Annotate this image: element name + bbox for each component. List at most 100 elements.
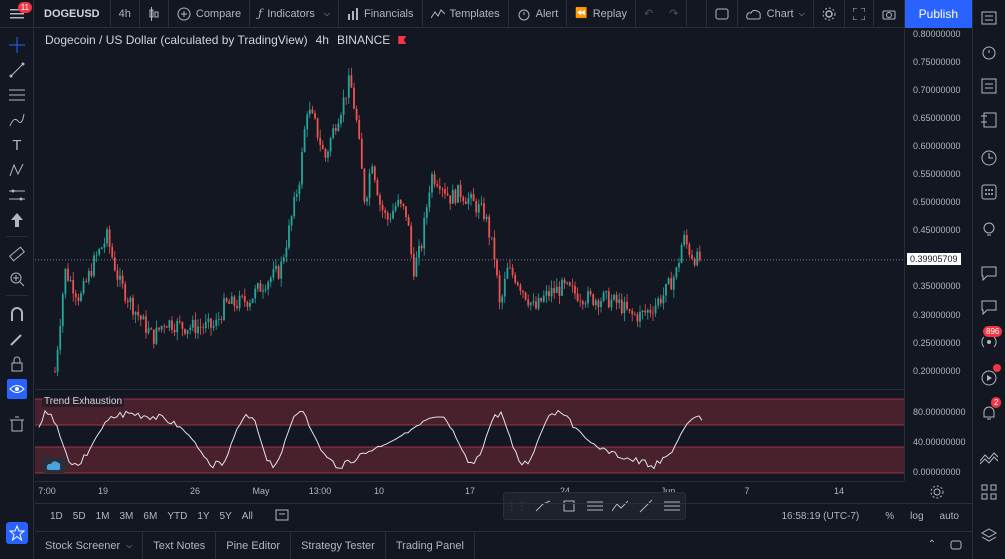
range-button-1y[interactable]: 1Y [197, 511, 210, 522]
symbol-search-button[interactable]: DOGEUSD [34, 0, 111, 28]
pane-divider[interactable] [35, 389, 904, 390]
fib-tool[interactable] [7, 85, 27, 105]
percent-toggle[interactable]: % [885, 511, 895, 522]
candle [230, 292, 233, 305]
path-icon [612, 500, 629, 512]
templates-label: Templates [449, 7, 500, 20]
candle [74, 289, 77, 306]
screener-button[interactable] [979, 448, 999, 468]
data-window-button[interactable] [979, 76, 999, 96]
collapse-panel-button[interactable]: ⌃ [927, 538, 936, 550]
price-tick-label: 0.20000000 [913, 365, 961, 376]
alert-button[interactable]: Alert [509, 0, 568, 28]
redo-button[interactable]: ↷ [661, 0, 688, 28]
notifications-button[interactable]: 2 [979, 397, 1002, 423]
tab-text-notes[interactable]: Text Notes [143, 531, 217, 559]
hide-drawings-tool[interactable] [7, 379, 27, 399]
public-chat-button[interactable]: 896 [979, 326, 1003, 352]
undo-button[interactable]: ↶ [636, 0, 661, 28]
settings-button[interactable] [814, 0, 845, 28]
ideas-button[interactable] [979, 220, 999, 240]
replay-button[interactable]: ⏪ Replay [567, 0, 636, 28]
cloud-sync-button[interactable] [42, 457, 66, 473]
snapshot-button[interactable] [874, 0, 905, 28]
live-stream-button[interactable] [979, 364, 1001, 388]
candle [303, 125, 306, 153]
range-button-ytd[interactable]: YTD [167, 511, 188, 522]
float-lines-tool[interactable] [582, 493, 608, 519]
magnet-tool[interactable] [7, 304, 27, 324]
trend-line-tool[interactable] [7, 60, 27, 80]
auto-toggle[interactable]: auto [939, 511, 959, 522]
prediction-tool[interactable] [7, 185, 27, 205]
hotlists-button[interactable] [979, 148, 999, 168]
brush-tool[interactable] [7, 110, 27, 130]
candle [69, 275, 72, 283]
candle [199, 318, 202, 335]
compare-button[interactable]: Compare [169, 0, 251, 28]
crosshair-tool[interactable] [7, 35, 27, 55]
tab-trading-panel[interactable]: Trading Panel [386, 531, 475, 559]
interval-button[interactable]: 4h [111, 0, 140, 28]
range-button-5d[interactable]: 5D [72, 511, 86, 522]
tab-pine-editor[interactable]: Pine Editor [216, 531, 292, 559]
range-button-5y[interactable]: 5Y [219, 511, 232, 522]
publish-button[interactable]: Publish [904, 0, 972, 28]
favorites-button[interactable] [6, 522, 28, 544]
zoom-tool[interactable] [7, 269, 27, 289]
price-axis[interactable]: 0.39905709 0.80000000 0.75000000 0.7000000… [904, 29, 972, 481]
float-ray-tool[interactable] [633, 493, 659, 519]
remove-drawings-tool[interactable] [7, 414, 27, 434]
float-trend-tool[interactable] [530, 493, 556, 519]
indicator-title[interactable]: Trend Exhaustion [42, 396, 125, 407]
layout-menu-button[interactable]: Chart ⌵ [738, 0, 814, 28]
chart-type-button[interactable] [140, 0, 169, 28]
layers-button[interactable] [979, 525, 999, 545]
gear-icon[interactable] [930, 485, 944, 499]
float-more-tool[interactable] [659, 493, 685, 519]
financials-button[interactable]: Financials [339, 0, 423, 28]
fullscreen-layout-button[interactable] [705, 0, 738, 28]
streams-button[interactable] [979, 297, 999, 317]
range-button-1m[interactable]: 1M [95, 511, 110, 522]
candlestick-chart[interactable] [35, 29, 904, 481]
measure-tool[interactable] [7, 244, 27, 264]
candle [644, 304, 647, 317]
candle [657, 296, 660, 309]
maximize-panel-button[interactable] [950, 539, 962, 553]
tab-stock-screener[interactable]: Stock Screener ⌵ [35, 531, 144, 559]
toolbar-divider [6, 295, 28, 296]
time-axis[interactable]: 7:00 19 26 May 13:00 10 17 24 Jun 7 14 [35, 481, 944, 501]
templates-button[interactable]: Templates [423, 0, 509, 28]
log-toggle[interactable]: log [910, 511, 924, 522]
range-button-1d[interactable]: 1D [50, 511, 63, 522]
float-path-tool[interactable] [607, 493, 633, 519]
range-button-3m[interactable]: 3M [119, 511, 134, 522]
clock-label[interactable]: 16:58:19 (UTC-7) [781, 511, 860, 522]
calendar-button[interactable] [979, 182, 999, 202]
range-button-6m[interactable]: 6M [143, 511, 158, 522]
tab-strategy-tester[interactable]: Strategy Tester [291, 531, 386, 559]
goto-date-button[interactable] [270, 509, 294, 524]
lock-drawings-tool[interactable] [7, 354, 27, 374]
redo-icon: ↷ [669, 8, 679, 20]
candle [631, 307, 634, 322]
stay-drawing-tool[interactable] [7, 329, 27, 349]
float-rect-tool[interactable] [556, 493, 582, 519]
watchlist-button[interactable] [979, 8, 999, 28]
arrow-tool[interactable] [7, 210, 27, 230]
pattern-tool[interactable] [7, 160, 27, 180]
indicators-button[interactable]: ƒ Indicators ⌵ [250, 0, 339, 28]
object-tree-button[interactable] [979, 110, 999, 130]
fullscreen-button[interactable] [845, 0, 874, 28]
main-menu-button[interactable]: 11 [0, 0, 34, 28]
chart-pane[interactable]: Dogecoin / US Dollar (calculated by Trad… [35, 29, 904, 481]
chevron-down-icon: ⌵ [323, 8, 330, 18]
drag-handle[interactable]: ⋮⋮ [504, 493, 530, 519]
dom-button[interactable] [979, 482, 999, 502]
alerts-widget-button[interactable] [979, 42, 999, 62]
chats-button[interactable] [979, 263, 999, 283]
text-tool[interactable]: T [7, 135, 27, 155]
candle [371, 163, 374, 174]
range-button-all[interactable]: All [241, 511, 253, 522]
